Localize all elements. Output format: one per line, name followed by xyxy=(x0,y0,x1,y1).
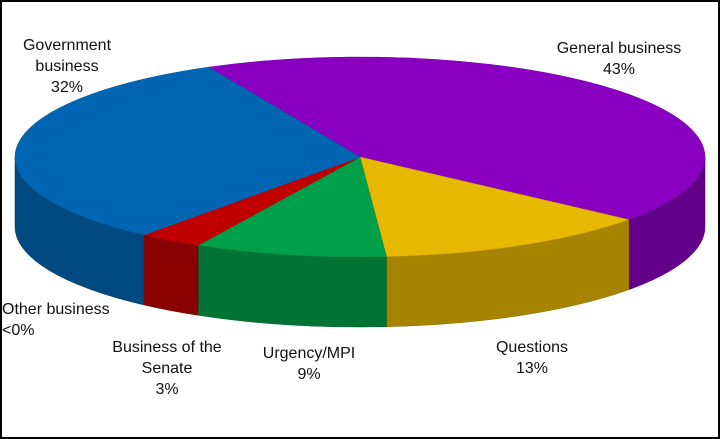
slice-side xyxy=(143,234,199,316)
slice xyxy=(208,56,706,220)
value-label: <0% xyxy=(2,322,35,339)
value-label: 43% xyxy=(602,61,636,78)
category-label: Questions xyxy=(495,339,569,356)
slice xyxy=(359,156,630,257)
slice-side xyxy=(197,245,387,328)
category-label: Urgency/MPI xyxy=(262,345,356,362)
slice-label: Questions 13% xyxy=(472,337,592,379)
category-label: Government business xyxy=(22,37,112,75)
slice-label: Urgency/MPI 9% xyxy=(249,343,369,385)
slice-label: Other business <0% xyxy=(2,299,126,341)
slice xyxy=(14,66,361,236)
category-label: Other business xyxy=(2,301,110,318)
slice-label: Business of the Senate 3% xyxy=(102,337,232,400)
category-label: Business of the Senate xyxy=(112,339,222,377)
value-label: 9% xyxy=(297,366,321,383)
category-label: General business xyxy=(556,40,682,57)
slice-label: Government business 32% xyxy=(7,35,127,98)
slice xyxy=(197,156,387,258)
value-label: 13% xyxy=(515,360,549,377)
value-label: 3% xyxy=(155,381,179,398)
value-label: 32% xyxy=(50,79,84,96)
slice-label: General business 43% xyxy=(544,38,694,80)
